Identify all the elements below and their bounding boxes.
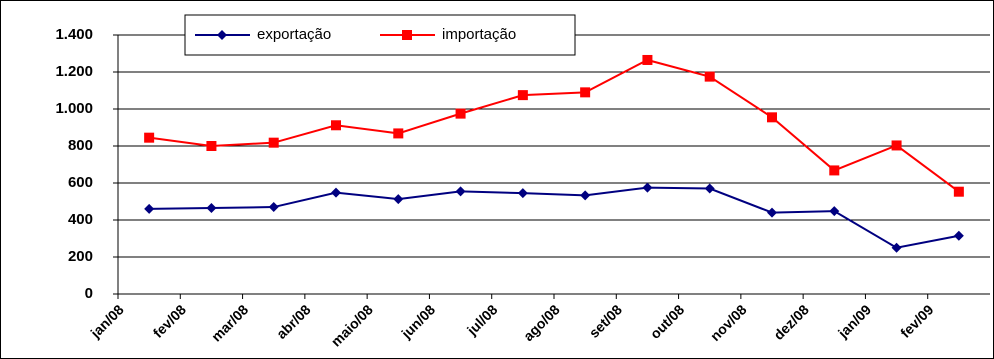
point [217,30,227,40]
point [767,207,777,218]
series-line [149,186,960,249]
point [767,112,777,123]
point [891,140,902,151]
point [704,183,715,194]
legend-label: importação [442,26,516,43]
legend-label: exportação [257,26,331,43]
point [206,141,217,151]
point [268,202,279,213]
y-tick-label: 0 [85,285,93,302]
point [642,54,653,65]
point [144,132,155,143]
point [455,108,466,119]
y-tick-label: 200 [68,248,93,265]
point [953,230,964,241]
point [144,203,155,214]
point [517,90,528,101]
point [829,206,840,217]
point [704,71,715,82]
y-tick-label: 400 [68,211,93,228]
point [580,190,591,201]
series-line [149,58,960,193]
point [829,165,840,176]
point [402,30,412,40]
point [331,120,341,131]
point [206,202,217,213]
y-tick-label: 600 [68,174,93,191]
point [953,186,964,197]
point [393,194,404,205]
y-tick-label: 1.400 [55,26,93,43]
y-tick-label: 1.000 [55,100,93,117]
y-tick-label: 800 [68,137,93,154]
point [642,182,653,193]
point [517,188,528,199]
point [580,87,591,98]
point [268,137,279,148]
point [393,128,404,139]
point [455,186,466,197]
y-tick-label: 1.200 [55,63,93,80]
point [891,242,902,253]
point [331,187,341,198]
